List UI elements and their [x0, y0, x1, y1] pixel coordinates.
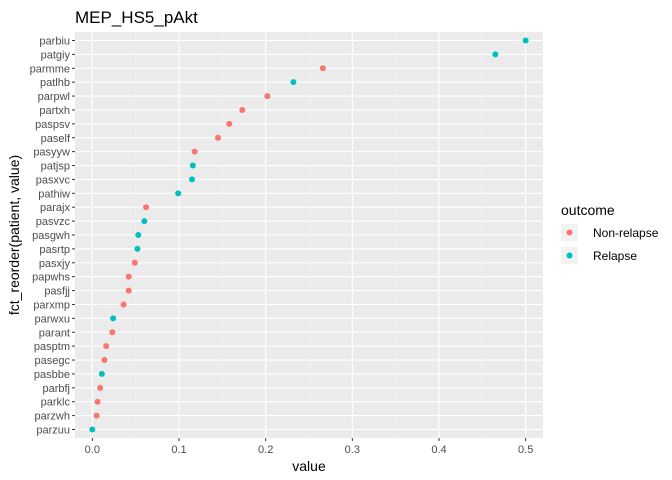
x-axis-ticks: 0.0 0.1 0.2 0.3 0.4 0.5	[85, 438, 533, 456]
y-tick-label: parpwl	[38, 91, 70, 103]
data-point-patlhb	[290, 79, 297, 86]
y-tick-label: pasptm	[34, 341, 70, 353]
y-tick-label: pathiw	[38, 188, 70, 200]
data-point-pasrtp	[134, 245, 141, 252]
data-point-parajx	[143, 204, 150, 211]
y-tick-label: patlhb	[40, 77, 70, 89]
y-tick-label: paself	[41, 133, 71, 145]
y-tick-label: pasrtp	[39, 244, 70, 256]
data-point-patgiy	[492, 51, 499, 58]
legend-label: Relapse	[593, 249, 637, 263]
x-axis-title: value	[292, 458, 326, 474]
y-tick-label: parklc	[41, 397, 71, 409]
data-point-partxh	[239, 106, 246, 113]
data-point-pasptm	[103, 343, 110, 350]
y-tick-label: patjsp	[41, 161, 70, 173]
data-point-pasbbe	[98, 370, 105, 377]
y-tick-label: parant	[39, 327, 70, 339]
x-tick-label: 0.2	[258, 444, 273, 456]
y-tick-label: parwxu	[35, 313, 70, 325]
data-point-pasegc	[101, 357, 108, 364]
data-point-parxmp	[120, 301, 127, 308]
data-point-pasxjy	[131, 259, 138, 266]
data-point-parmme	[319, 65, 326, 72]
data-point-paself	[215, 134, 221, 141]
x-tick-label: 0.3	[345, 444, 360, 456]
legend-swatch	[566, 229, 573, 236]
y-tick-label: pasegc	[35, 355, 71, 367]
y-tick-label: pasxjy	[39, 258, 71, 270]
data-point-parwxu	[110, 315, 117, 322]
y-axis-title: fct_reorder(patient, value)	[6, 155, 22, 315]
x-tick-label: 0.5	[518, 444, 533, 456]
y-tick-label: parbiu	[39, 36, 70, 48]
y-axis-ticks: parzuu parzwh parklc parbfj pasbbe pasegc pasp…	[30, 36, 75, 437]
y-tick-label: partxh	[39, 105, 70, 117]
data-point-pasgwh	[135, 232, 142, 238]
y-tick-label: patgiy	[41, 49, 71, 61]
y-tick-label: papwhs	[32, 272, 70, 284]
legend: outcome Non-relapse Relapse	[561, 202, 659, 264]
data-point-paspsv	[226, 120, 233, 127]
legend-swatch	[566, 252, 573, 259]
x-tick-label: 0.4	[431, 444, 446, 456]
data-point-pasyyw	[191, 148, 198, 155]
y-tick-label: pasfjj	[44, 286, 70, 298]
data-point-parpwl	[264, 93, 271, 100]
y-tick-label: parzwh	[35, 411, 70, 423]
y-tick-label: pasvzc	[36, 216, 71, 228]
y-tick-label: pasbbe	[34, 369, 70, 381]
y-tick-label: parmme	[30, 63, 70, 75]
major-gridlines	[75, 32, 543, 438]
legend-label: Non-relapse	[593, 226, 659, 240]
data-points	[89, 37, 529, 433]
y-tick-label: pasyyw	[33, 147, 70, 159]
y-tick-label: parajx	[40, 202, 70, 214]
legend-title: outcome	[561, 202, 615, 218]
y-tick-label: parxmp	[33, 299, 70, 311]
data-point-parbfj	[97, 384, 104, 391]
y-tick-label: parzuu	[36, 425, 70, 437]
chart-title: MEP_HS5_pAkt	[75, 8, 198, 27]
data-point-papwhs	[125, 273, 132, 280]
data-point-pasxvc	[189, 176, 195, 183]
y-tick-label: paspsv	[35, 119, 70, 131]
data-point-pasfjj	[125, 287, 132, 294]
x-tick-label: 0.1	[171, 444, 186, 456]
y-tick-label: pasgwh	[32, 230, 70, 242]
data-point-pasvzc	[141, 218, 148, 225]
data-point-parklc	[94, 398, 101, 405]
data-point-pathiw	[175, 190, 182, 197]
data-point-parant	[109, 329, 116, 336]
y-tick-label: parbfj	[42, 383, 70, 395]
data-point-parzwh	[93, 412, 100, 419]
legend-items: Non-relapse Relapse	[561, 224, 659, 264]
x-tick-label: 0.0	[85, 444, 100, 456]
y-tick-label: pasxvc	[36, 174, 71, 186]
data-point-parzuu	[89, 426, 96, 433]
data-point-patjsp	[189, 162, 196, 169]
data-point-parbiu	[522, 37, 529, 44]
